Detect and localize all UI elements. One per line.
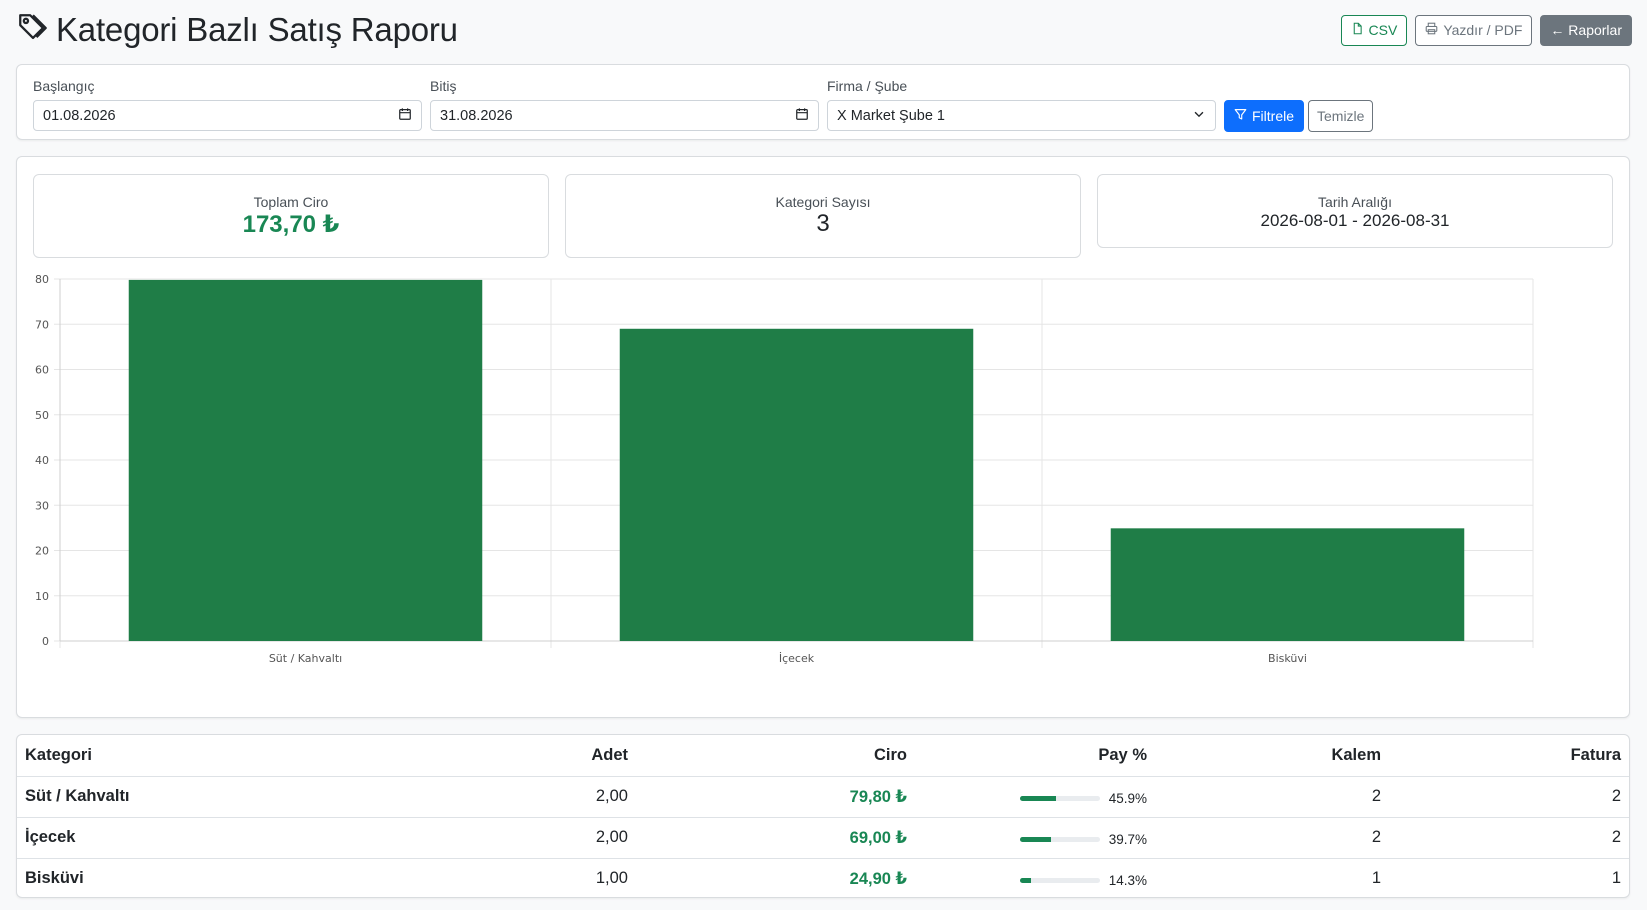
calendar-icon[interactable] <box>398 107 412 125</box>
branch-label: Firma / Şube <box>827 78 908 94</box>
cell-pay: 14.3% <box>915 858 1155 897</box>
end-date-field: Bitiş 31.08.2026 <box>430 78 819 131</box>
col-kategori[interactable]: Kategori <box>17 735 496 777</box>
category-count-card: Kategori Sayısı 3 <box>565 174 1081 258</box>
y-tick-label: 80 <box>35 273 49 286</box>
y-tick-label: 20 <box>35 545 49 558</box>
cell-ciro: 24,90 ₺ <box>849 869 907 888</box>
y-tick-label: 0 <box>42 635 49 648</box>
x-tick-label: İçecek <box>779 652 815 665</box>
table-header-row: Kategori Adet Ciro Pay % Kalem Fatura <box>17 735 1629 777</box>
end-date-value: 31.08.2026 <box>440 107 513 124</box>
table-row: Bisküvi 1,00 24,90 ₺ 14.3% 1 1 <box>17 858 1629 897</box>
date-range-card: Tarih Aralığı 2026-08-01 - 2026-08-31 <box>1097 174 1613 248</box>
category-sales-chart: 0 10 20 30 40 50 60 70 80 Süt / Kahvaltı İçecek Bis… <box>35 273 1534 665</box>
start-date-field: Başlangıç 01.08.2026 <box>33 78 422 131</box>
y-tick-label: 30 <box>35 499 49 512</box>
category-table-panel: Kategori Adet Ciro Pay % Kalem Fatura Sü… <box>16 734 1630 898</box>
filter-panel: Başlangıç 01.08.2026 Bitiş 31.08.2026 Fi… <box>16 64 1630 140</box>
category-table: Kategori Adet Ciro Pay % Kalem Fatura Sü… <box>17 735 1629 897</box>
col-adet[interactable]: Adet <box>496 735 636 777</box>
cell-pay: 45.9% <box>915 776 1155 818</box>
cell-fatura: 1 <box>1611 869 1621 888</box>
category-count-value: 3 <box>816 210 830 237</box>
calendar-icon[interactable] <box>795 107 809 125</box>
bar <box>1110 528 1465 641</box>
cell-kalem: 2 <box>1155 817 1389 859</box>
total-revenue-label: Toplam Ciro <box>253 194 329 210</box>
share-percent: 14.3% <box>1108 873 1147 889</box>
date-range-label: Tarih Aralığı <box>1318 194 1392 210</box>
table-row: Süt / Kahvaltı 2,00 79,80 ₺ 45.9% 2 2 <box>17 776 1629 818</box>
total-revenue-card: Toplam Ciro 173,70 ₺ <box>33 174 549 258</box>
print-button-label: Yazdır / PDF <box>1443 22 1523 38</box>
share-progress-fill <box>1019 878 1032 884</box>
cell-pay: 39.7% <box>915 817 1155 859</box>
cell-fatura: 2 <box>1389 817 1629 859</box>
print-pdf-button[interactable]: Yazdır / PDF <box>1415 14 1533 46</box>
clear-button[interactable]: Temizle <box>1308 100 1374 132</box>
cell-fatura: 2 <box>1389 776 1629 818</box>
col-fatura[interactable]: Fatura <box>1389 735 1629 777</box>
clear-button-label: Temizle <box>1317 108 1365 124</box>
filter-button-label: Filtrele <box>1252 108 1295 124</box>
share-progress-fill <box>1019 796 1057 801</box>
tags-icon <box>16 11 50 50</box>
category-count-label: Kategori Sayısı <box>775 194 871 210</box>
back-button-label: ← Raporlar <box>1550 22 1622 38</box>
printer-icon <box>1425 22 1438 38</box>
cell-kategori: Süt / Kahvaltı <box>17 776 496 818</box>
branch-select[interactable]: X Market Şube 1 <box>827 100 1216 131</box>
page-header: Kategori Bazlı Satış Raporu CSV Yazdır /… <box>16 10 1632 50</box>
title-wrap: Kategori Bazlı Satış Raporu <box>16 11 458 50</box>
cell-kalem: 1 <box>1371 869 1381 888</box>
reports-back-button[interactable]: ← Raporlar <box>1540 14 1632 46</box>
share-progress-fill <box>1019 837 1052 842</box>
start-date-input[interactable]: 01.08.2026 <box>33 100 422 131</box>
chevron-down-icon <box>1192 107 1206 125</box>
filter-button[interactable]: Filtrele <box>1224 100 1305 132</box>
cell-ciro: 69,00 ₺ <box>636 817 915 859</box>
col-kalem[interactable]: Kalem <box>1155 735 1389 777</box>
csv-button-label: CSV <box>1368 22 1398 38</box>
cell-kalem: 2 <box>1155 776 1389 818</box>
funnel-icon <box>1234 108 1247 124</box>
cell-adet: 1,00 <box>595 869 628 888</box>
x-tick-label: Süt / Kahvaltı <box>269 652 342 665</box>
header-actions: CSV Yazdır / PDF ← Raporlar <box>1340 14 1632 46</box>
col-ciro[interactable]: Ciro <box>636 735 915 777</box>
share-progress-bar <box>1019 878 1100 884</box>
summary-chart-panel: Toplam Ciro 173,70 ₺ Kategori Sayısı 3 T… <box>16 156 1630 718</box>
start-date-label: Başlangıç <box>33 78 95 94</box>
start-date-value: 01.08.2026 <box>43 107 116 124</box>
share-percent: 39.7% <box>1108 832 1147 847</box>
branch-field: Firma / Şube X Market Şube 1 <box>827 78 1216 131</box>
csv-button[interactable]: CSV <box>1340 14 1408 46</box>
branch-value: X Market Şube 1 <box>837 107 945 124</box>
x-tick-label: Bisküvi <box>1268 652 1307 665</box>
y-tick-label: 40 <box>35 454 49 467</box>
share-progress-bar <box>1019 796 1100 801</box>
bar <box>619 328 974 641</box>
cell-kategori: Bisküvi <box>25 869 84 888</box>
end-date-input[interactable]: 31.08.2026 <box>430 100 819 131</box>
total-revenue-value: 173,70 ₺ <box>242 211 340 238</box>
cell-kategori: İçecek <box>17 817 496 859</box>
cell-adet: 2,00 <box>496 817 636 859</box>
page-title: Kategori Bazlı Satış Raporu <box>56 11 458 48</box>
file-csv-icon <box>1351 22 1364 38</box>
table-row: İçecek 2,00 69,00 ₺ 39.7% 2 2 <box>17 817 1629 859</box>
col-pay[interactable]: Pay % <box>915 735 1155 777</box>
bar <box>128 279 483 641</box>
y-tick-label: 50 <box>35 409 49 422</box>
cell-ciro: 79,80 ₺ <box>636 776 915 818</box>
end-date-label: Bitiş <box>430 78 457 94</box>
cell-adet: 2,00 <box>496 776 636 818</box>
date-range-value: 2026-08-01 - 2026-08-31 <box>1260 211 1450 230</box>
y-tick-label: 70 <box>35 318 49 331</box>
share-progress-bar <box>1019 837 1100 842</box>
y-tick-label: 10 <box>35 590 49 603</box>
share-percent: 45.9% <box>1108 791 1147 806</box>
y-tick-label: 60 <box>35 364 49 377</box>
